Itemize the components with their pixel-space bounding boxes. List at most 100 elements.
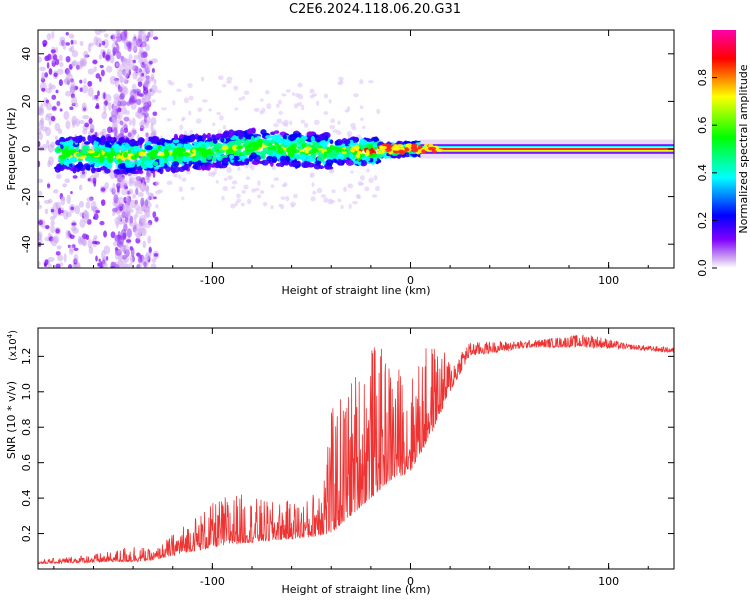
spectrogram-cell — [313, 142, 321, 148]
spectrogram-cell — [293, 103, 299, 109]
spectrogram-cell — [155, 181, 160, 186]
spectrogram-cell — [92, 167, 96, 171]
spectrogram-cell — [54, 122, 61, 132]
spectrogram-cell — [53, 72, 58, 78]
spectrogram-cell — [256, 194, 262, 199]
spectrogram-cell — [332, 129, 339, 133]
spectrogram-cell — [289, 120, 293, 126]
spectrogram-cell — [99, 64, 104, 69]
spectrogram-xlabel: Height of straight line (km) — [281, 284, 430, 297]
spectrogram-cell — [88, 246, 94, 255]
colorbar-tick-label: 0.8 — [696, 69, 709, 87]
spectrogram-cell — [152, 111, 158, 116]
spectrogram-cell — [107, 126, 113, 134]
spectrogram-cell — [239, 155, 245, 159]
spectrogram-cell — [145, 132, 149, 138]
spectrogram-cell — [48, 68, 53, 75]
spectrogram-cell — [119, 100, 127, 107]
spectrogram-cell — [151, 149, 159, 154]
spectrogram-cell — [65, 42, 71, 46]
spectrogram-cell — [276, 103, 280, 108]
spectrogram-cell — [119, 245, 124, 251]
spectrogram-cell — [266, 103, 272, 110]
spectrogram-cell — [210, 163, 216, 168]
spectrogram-cell — [78, 200, 85, 208]
spectrogram-cell — [373, 156, 378, 162]
spectrogram-cell — [99, 30, 107, 33]
spectrogram-cell — [38, 56, 43, 63]
spectrogram-cell — [280, 204, 285, 210]
spectrogram-cell — [112, 33, 117, 44]
spectrogram-cell — [136, 98, 142, 106]
spectrogram-cell — [127, 150, 132, 154]
spectrogram-cell — [143, 261, 147, 268]
spectrogram-cell — [208, 108, 212, 112]
spectrogram-cell — [242, 95, 246, 100]
spectrogram-cell — [103, 103, 107, 114]
spectrogram-cell — [138, 58, 143, 64]
spectrogram-cell — [236, 198, 242, 203]
spectrogram-cell — [87, 87, 94, 97]
spectrogram-cell — [79, 120, 85, 125]
spectrogram-cell — [292, 133, 299, 138]
spectrogram-cell — [174, 155, 183, 162]
spectrogram-cell — [44, 114, 50, 121]
spectrogram-cell — [126, 239, 132, 243]
spectrogram-cell — [287, 140, 291, 147]
spectrogram-cell — [182, 155, 187, 162]
spectrogram-cell — [142, 51, 148, 58]
spectrogram-cell — [114, 147, 120, 153]
spectrogram-cell — [365, 138, 374, 142]
spectrogram-cell — [261, 159, 269, 166]
spectrogram-cell — [76, 61, 83, 70]
spectrogram-cell — [193, 156, 200, 162]
spectrogram-cell — [93, 213, 99, 220]
spectrogram-cell — [41, 87, 46, 92]
spectrogram-cell — [59, 108, 63, 112]
spectrogram-cell — [285, 195, 290, 202]
spectrogram-cell — [82, 128, 88, 135]
spectrogram-cell — [277, 146, 284, 154]
spectrogram-cell — [69, 244, 75, 252]
colorbar-ticks: 0.0 0.2 0.4 0.6 0.8 — [696, 69, 717, 277]
spectrogram-cell — [93, 66, 97, 72]
spectrogram-cell — [136, 264, 141, 268]
spectrogram-cell — [211, 134, 216, 138]
spectrogram-xtick-label: -100 — [200, 274, 225, 287]
spectrogram-cell — [123, 127, 129, 134]
spectrogram-cell — [99, 76, 102, 82]
spectrogram-cell — [315, 100, 320, 106]
spectrogram-cell — [143, 160, 152, 166]
spectrogram-cell — [337, 148, 345, 152]
spectrogram-cell — [138, 151, 147, 157]
spectrogram-cell — [147, 192, 154, 198]
spectrogram-cell — [58, 54, 63, 62]
spectrogram-cell — [94, 146, 100, 153]
spectrogram-cell — [344, 139, 351, 145]
spectrogram-cell — [316, 187, 323, 194]
spectrogram-cell — [230, 203, 236, 209]
spectrogram-cell — [51, 31, 55, 39]
spectrogram-cell — [82, 114, 90, 120]
spectrogram-cell — [376, 108, 381, 115]
spectrogram-cell — [235, 150, 241, 155]
spectrogram-cell — [285, 89, 291, 93]
spectrogram-cell — [338, 76, 344, 81]
spectrogram-cell — [42, 43, 46, 48]
spectrogram-cell — [64, 178, 71, 184]
spectrogram-cell — [90, 164, 95, 168]
spectrogram-cell — [113, 119, 118, 129]
spectrogram-cell — [208, 171, 212, 177]
spectrogram-cell — [111, 207, 118, 213]
spectrogram-cell — [132, 117, 136, 127]
spectrogram-cell — [52, 202, 59, 212]
spectrogram-cell — [259, 153, 266, 160]
spectrogram-cell — [101, 40, 106, 46]
spectrogram-cell — [236, 193, 241, 199]
spectrogram-cell — [98, 54, 103, 60]
spectrogram-cell — [70, 79, 76, 90]
spectrogram-cell — [197, 135, 203, 141]
spectrogram-cell — [326, 146, 332, 154]
spectrogram-cell — [38, 200, 41, 206]
